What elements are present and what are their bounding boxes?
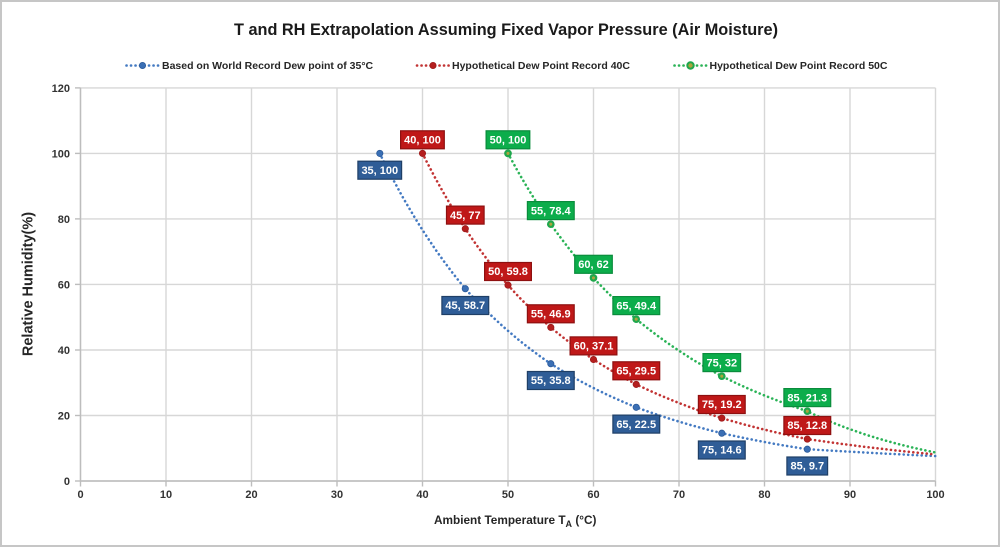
svg-text:100: 100: [52, 148, 70, 160]
svg-text:45, 77: 45, 77: [450, 210, 481, 222]
svg-text:50, 100: 50, 100: [490, 135, 527, 147]
svg-text:30: 30: [331, 489, 343, 501]
svg-text:80: 80: [758, 489, 770, 501]
svg-text:20: 20: [58, 411, 70, 423]
svg-text:65, 49.4: 65, 49.4: [616, 300, 657, 312]
svg-text:T and RH Extrapolation Assumin: T and RH Extrapolation Assuming Fixed Va…: [234, 21, 778, 39]
svg-text:90: 90: [844, 489, 856, 501]
svg-text:0: 0: [64, 476, 70, 488]
svg-text:85, 21.3: 85, 21.3: [787, 392, 827, 404]
svg-text:60, 62: 60, 62: [578, 259, 609, 271]
svg-text:75, 19.2: 75, 19.2: [702, 399, 742, 411]
svg-text:65, 29.5: 65, 29.5: [616, 366, 656, 378]
svg-text:60: 60: [587, 489, 599, 501]
svg-text:50: 50: [502, 489, 514, 501]
svg-text:85, 12.8: 85, 12.8: [787, 420, 827, 432]
svg-text:40, 100: 40, 100: [404, 135, 441, 147]
svg-text:60: 60: [58, 279, 70, 291]
svg-text:70: 70: [673, 489, 685, 501]
svg-text:10: 10: [160, 489, 172, 501]
svg-text:50, 59.8: 50, 59.8: [488, 266, 528, 278]
svg-text:20: 20: [245, 489, 257, 501]
svg-text:Hypothetical Dew Point Record: Hypothetical Dew Point Record 40C: [452, 60, 630, 72]
svg-text:0: 0: [77, 489, 83, 501]
svg-text:65, 22.5: 65, 22.5: [616, 419, 656, 431]
svg-text:Hypothetical Dew Point Record: Hypothetical Dew Point Record 50C: [710, 60, 888, 72]
svg-text:40: 40: [58, 345, 70, 357]
svg-text:100: 100: [926, 489, 944, 501]
svg-text:55, 78.4: 55, 78.4: [531, 205, 572, 217]
svg-text:Ambient Temperature TA (°C): Ambient Temperature TA (°C): [434, 513, 596, 529]
svg-text:120: 120: [52, 83, 70, 95]
svg-text:Based on World Record Dew poin: Based on World Record Dew point of 35°C: [162, 60, 374, 72]
svg-text:75, 32: 75, 32: [707, 357, 738, 369]
svg-text:45, 58.7: 45, 58.7: [445, 300, 485, 312]
svg-text:40: 40: [416, 489, 428, 501]
svg-text:80: 80: [58, 214, 70, 226]
svg-text:85, 9.7: 85, 9.7: [790, 461, 824, 473]
svg-text:75, 14.6: 75, 14.6: [702, 445, 742, 457]
svg-text:Relative Humidity(%): Relative Humidity(%): [21, 212, 37, 356]
svg-text:60, 37.1: 60, 37.1: [574, 341, 614, 353]
svg-text:55, 35.8: 55, 35.8: [531, 375, 571, 387]
svg-text:35, 100: 35, 100: [361, 165, 398, 177]
svg-text:55, 46.9: 55, 46.9: [531, 309, 571, 321]
